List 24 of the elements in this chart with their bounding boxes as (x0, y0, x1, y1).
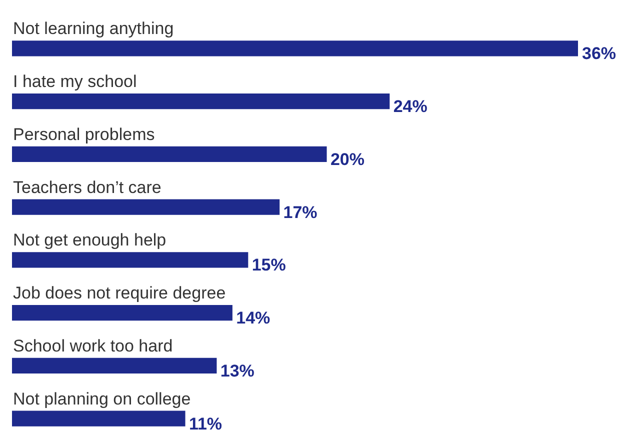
bar (12, 304, 232, 321)
bar (12, 252, 248, 268)
data-label: 13% (220, 361, 254, 380)
data-label: 36% (582, 44, 616, 64)
bar (12, 410, 186, 426)
data-label: 14% (236, 308, 270, 328)
y-tick-label: I hate my school (13, 72, 137, 91)
bar (12, 93, 390, 110)
y-tick-label: Not learning anything (13, 19, 174, 38)
bar (12, 40, 578, 56)
y-tick-label: Not get enough help (13, 230, 166, 250)
y-tick-label: Personal problems (13, 124, 155, 144)
y-tick-label: Job does not require degree (13, 284, 226, 302)
data-label: 24% (393, 97, 428, 116)
data-label: 15% (252, 256, 286, 275)
y-tick-label: School work too hard (13, 336, 173, 356)
data-label: 17% (283, 202, 318, 222)
y-tick-label: Not planning on college (13, 389, 191, 408)
bar (12, 358, 217, 374)
bar (12, 199, 280, 215)
y-tick-label: Teachers don’t care (13, 178, 162, 197)
data-label: 20% (330, 150, 364, 169)
bar (12, 146, 327, 162)
data-label: 11% (188, 414, 222, 434)
